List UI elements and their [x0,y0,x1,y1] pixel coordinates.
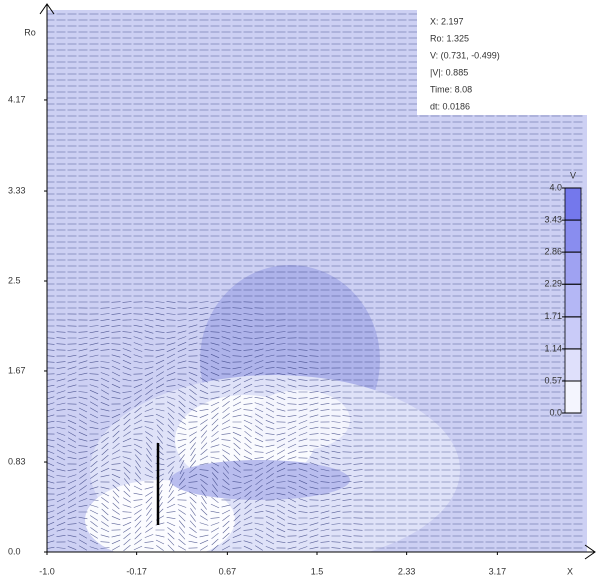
x-tick-label: 0.67 [219,566,237,576]
colorbar-tick-label: 2.86 [544,247,562,257]
y-tick-label: 2.5 [8,275,21,285]
info-text: X: 2.197 [430,16,464,26]
info-text: Ro: 1.325 [430,33,469,43]
colorbar-tick-label: 0.57 [544,375,562,385]
info-panel [417,10,600,115]
colorbar-band [564,187,582,221]
colorbar-tick-label: 4.0 [549,182,562,192]
info-text: Time: 8.08 [430,84,472,94]
y-axis-label: Ro [24,27,36,37]
y-arrow [39,3,55,15]
colorbar-tick-label: 1.14 [544,343,562,353]
y-tick-label: 4.17 [8,94,26,104]
x-tick-label: 2.33 [398,566,416,576]
colorbar-band [564,380,582,414]
x-tick-label: -0.17 [126,566,147,576]
y-tick-label: 0.0 [8,546,21,556]
axes: X Ro V [24,3,596,576]
colorbar-band [564,219,582,253]
colorbar-band [564,251,582,285]
colorbar-band [564,316,582,350]
colorbar-band [564,283,582,318]
info-text: dt: 0.0186 [430,101,470,111]
colorbar-tick-label: 2.29 [544,279,562,289]
x-tick-label: -1.0 [39,566,55,576]
x-axis-label: X [567,566,573,576]
info-text: |V|: 0.885 [430,67,468,77]
x-tick-label: 1.5 [311,566,324,576]
x-tick-label: 3.17 [489,566,507,576]
info-text: V: (0.731, -0.499) [430,50,500,60]
y-tick-label: 1.67 [8,365,26,375]
y-tick-label: 0.83 [8,456,26,466]
x-arrow [584,544,596,560]
colorbar-label: V [570,170,576,180]
flow-arrows [47,13,583,552]
colorbar-tick-label: 3.43 [544,214,562,224]
colorbar-band [564,348,582,382]
colorbar-tick-label: 1.71 [544,311,562,321]
y-tick-label: 3.33 [8,185,26,195]
colorbar-tick-label: 0.0 [549,407,562,417]
